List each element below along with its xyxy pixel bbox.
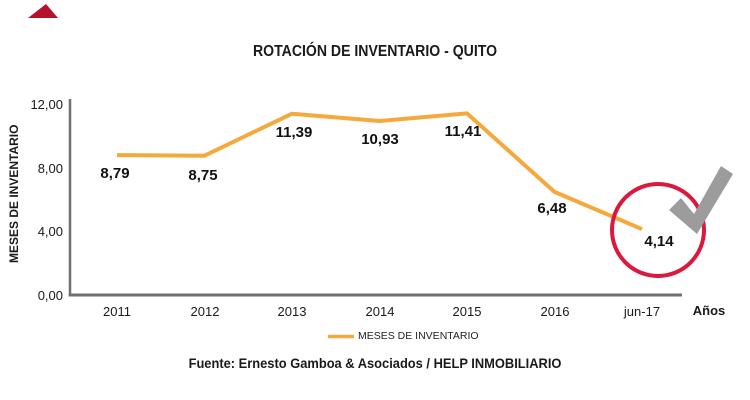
data-point-label: 11,41 xyxy=(444,123,482,140)
data-point-label: 10,93 xyxy=(361,131,399,148)
x-tick-label: 2015 xyxy=(452,304,482,319)
data-point-label: 4,14 xyxy=(644,233,674,250)
legend-label: MESES DE INVENTARIO xyxy=(358,330,479,342)
data-point-label: 6,48 xyxy=(537,200,567,217)
x-tick-label: 2016 xyxy=(540,304,570,319)
x-tick-label: jun-17 xyxy=(623,304,661,319)
highlight-circle-icon xyxy=(610,182,706,278)
y-axis-title: MESES DE INVENTARIO xyxy=(7,124,21,263)
y-tick-label: 8,00 xyxy=(37,161,63,176)
y-tick-label: 4,00 xyxy=(37,224,63,239)
source-attribution: Fuente: Ernesto Gamboa & Asociados / HEL… xyxy=(188,355,562,371)
x-tick-label: 2012 xyxy=(190,304,220,319)
corner-triangle-icon xyxy=(28,4,58,18)
y-tick-label: 0,00 xyxy=(37,288,63,303)
data-point-label: 8,75 xyxy=(188,167,218,184)
chart-title: ROTACIÓN DE INVENTARIO - QUITO xyxy=(252,43,498,60)
data-point-label: 11,39 xyxy=(275,124,313,141)
x-tick-label: 2013 xyxy=(277,304,307,319)
x-tick-label: 2014 xyxy=(365,304,395,319)
check-icon xyxy=(669,166,733,234)
data-point-label: 8,79 xyxy=(100,165,130,182)
series-line xyxy=(116,111,643,231)
x-tick-label: 2011 xyxy=(103,304,131,319)
x-axis-title: Años xyxy=(692,303,726,318)
y-tick-label: 12,00 xyxy=(30,97,63,112)
